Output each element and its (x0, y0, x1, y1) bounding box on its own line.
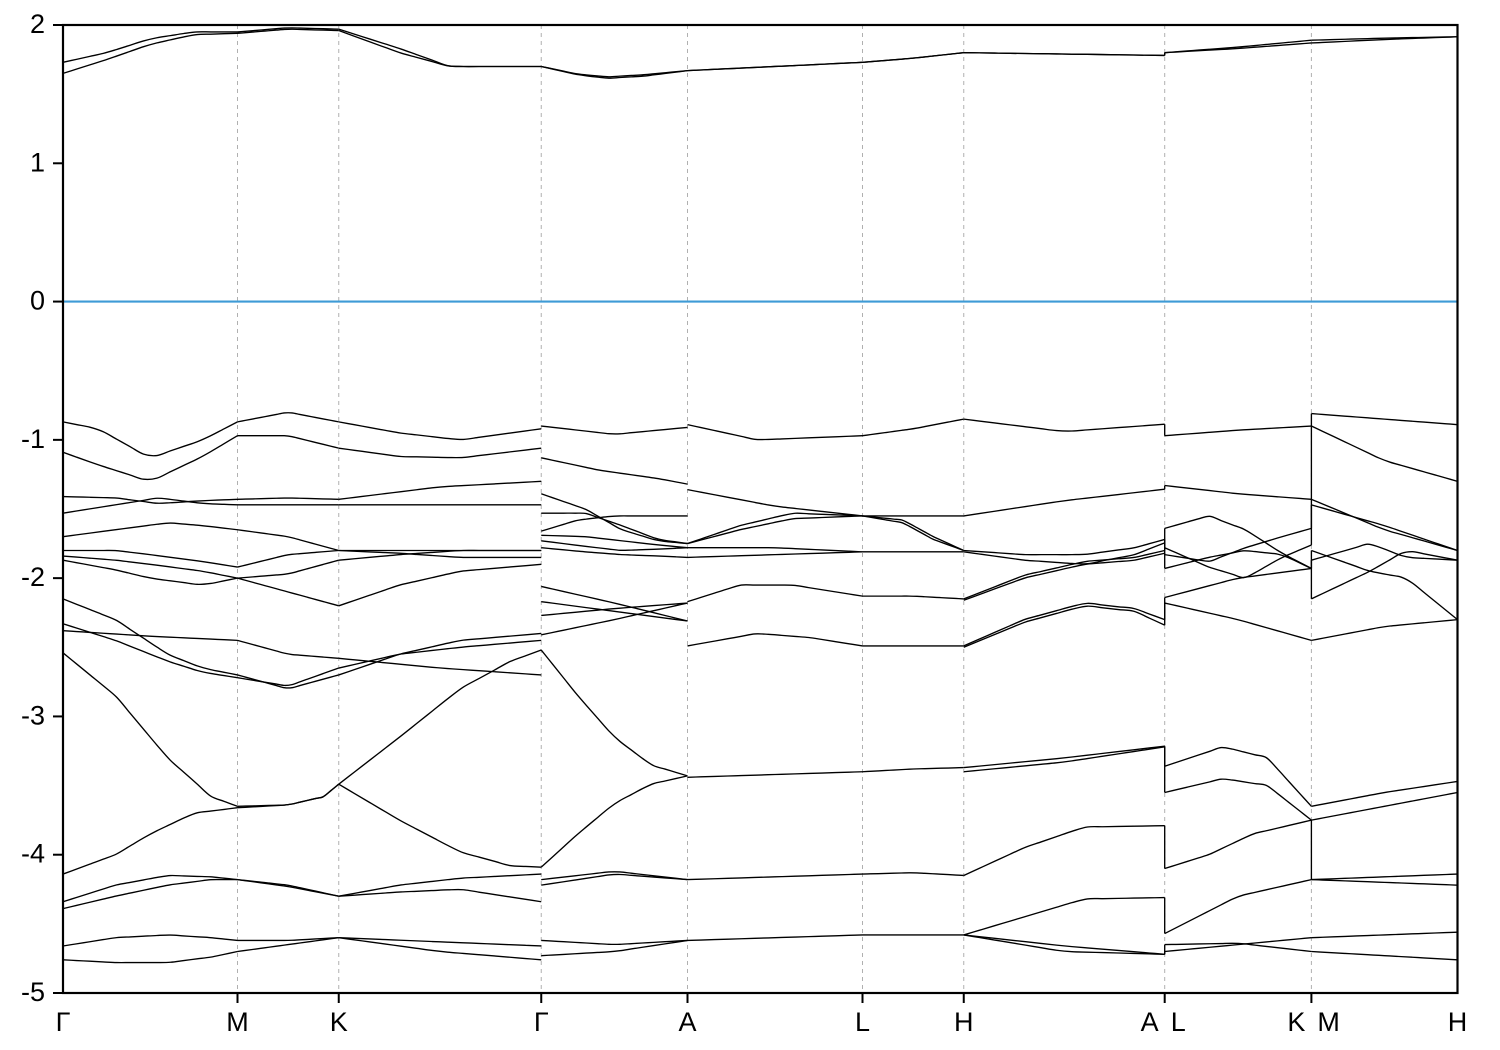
svg-text:H: H (954, 1007, 974, 1037)
svg-text:A: A (678, 1007, 696, 1037)
svg-text:2: 2 (30, 9, 45, 39)
svg-text:L: L (1171, 1007, 1186, 1037)
svg-text:1: 1 (30, 147, 45, 177)
svg-text:Γ: Γ (534, 1007, 549, 1037)
svg-text:M: M (226, 1007, 249, 1037)
svg-text:0: 0 (30, 286, 45, 316)
svg-text:-2: -2 (21, 562, 45, 592)
svg-text:-3: -3 (21, 700, 45, 730)
svg-text:-4: -4 (21, 839, 45, 869)
svg-text:A: A (1141, 1007, 1159, 1037)
svg-text:M: M (1317, 1007, 1340, 1037)
svg-text:-5: -5 (21, 977, 45, 1007)
svg-text:L: L (855, 1007, 870, 1037)
svg-text:K: K (1287, 1007, 1305, 1037)
svg-text:K: K (330, 1007, 348, 1037)
svg-text:-1: -1 (21, 424, 45, 454)
svg-text:H: H (1448, 1007, 1468, 1037)
svg-text:Γ: Γ (56, 1007, 71, 1037)
